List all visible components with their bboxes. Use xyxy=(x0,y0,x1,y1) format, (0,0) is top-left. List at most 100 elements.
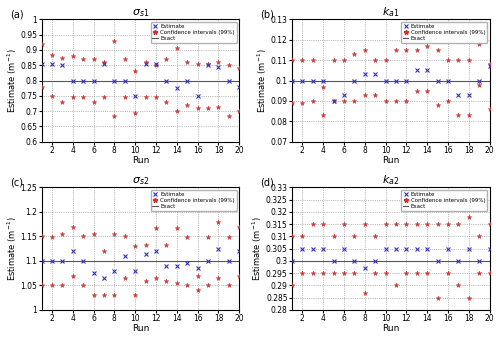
Estimate xyxy=(341,93,347,97)
Confidence intervals (99%) xyxy=(330,58,336,62)
Estimate xyxy=(60,63,66,67)
Exact xyxy=(28,259,34,263)
Confidence intervals (99%) xyxy=(132,69,138,74)
Line: Confidence intervals (99%): Confidence intervals (99%) xyxy=(39,38,241,74)
Confidence intervals (99%) xyxy=(236,225,242,229)
Line: Confidence intervals (99%): Confidence intervals (99%) xyxy=(290,41,492,89)
Estimate xyxy=(194,266,200,270)
Confidence intervals (99%) xyxy=(112,39,117,43)
Confidence intervals (99%) xyxy=(153,63,159,67)
Confidence intervals (99%) xyxy=(393,48,399,52)
Estimate xyxy=(142,62,148,66)
Confidence intervals (99%) xyxy=(456,222,462,226)
Estimate xyxy=(300,247,306,251)
Title: $\sigma_{s1}$: $\sigma_{s1}$ xyxy=(132,7,149,19)
Confidence intervals (99%) xyxy=(174,46,180,51)
Confidence intervals (99%) xyxy=(424,44,430,48)
Estimate xyxy=(205,259,211,263)
Confidence intervals (99%) xyxy=(300,234,306,238)
Estimate xyxy=(216,65,222,69)
Estimate xyxy=(153,62,159,66)
Estimate xyxy=(320,79,326,83)
Confidence intervals (99%) xyxy=(414,222,420,226)
Text: (d): (d) xyxy=(260,178,274,187)
Estimate xyxy=(101,62,107,66)
Title: $k_{a2}$: $k_{a2}$ xyxy=(382,174,400,187)
Estimate xyxy=(122,254,128,258)
Estimate xyxy=(80,79,86,83)
Confidence intervals (99%) xyxy=(142,60,148,64)
Estimate xyxy=(456,259,462,263)
Confidence intervals (99%) xyxy=(205,62,211,66)
Confidence intervals (99%) xyxy=(101,60,107,64)
Text: (c): (c) xyxy=(10,178,23,187)
Confidence intervals (99%) xyxy=(101,249,107,253)
Legend: Estimate, Confidence intervals (99%), Exact: Estimate, Confidence intervals (99%), Ex… xyxy=(151,22,236,43)
Estimate xyxy=(414,247,420,251)
Estimate xyxy=(320,247,326,251)
Estimate xyxy=(393,247,399,251)
X-axis label: Run: Run xyxy=(132,324,149,334)
Confidence intervals (99%) xyxy=(404,222,409,226)
Estimate xyxy=(216,247,222,251)
Estimate xyxy=(112,79,117,83)
Confidence intervals (99%) xyxy=(372,58,378,62)
Confidence intervals (99%) xyxy=(142,243,148,247)
Confidence intervals (99%) xyxy=(60,232,66,236)
Estimate xyxy=(476,79,482,83)
Line: Estimate: Estimate xyxy=(290,246,492,271)
Confidence intervals (99%) xyxy=(122,234,128,238)
Confidence intervals (99%) xyxy=(70,225,75,229)
Confidence intervals (99%) xyxy=(434,48,440,52)
Confidence intervals (99%) xyxy=(414,48,420,52)
Confidence intervals (99%) xyxy=(445,58,451,62)
Text: (a): (a) xyxy=(10,9,24,19)
X-axis label: Run: Run xyxy=(382,324,400,334)
Estimate xyxy=(101,276,107,280)
Confidence intervals (99%) xyxy=(320,222,326,226)
Estimate xyxy=(112,269,117,273)
Estimate xyxy=(70,249,75,253)
Confidence intervals (99%) xyxy=(289,234,295,238)
Estimate xyxy=(434,79,440,83)
Y-axis label: Estimate (m$^{-1}$): Estimate (m$^{-1}$) xyxy=(251,216,264,281)
Estimate xyxy=(164,264,170,268)
Line: Estimate: Estimate xyxy=(39,62,241,98)
Estimate xyxy=(382,79,388,83)
Line: Estimate: Estimate xyxy=(290,64,492,103)
Estimate xyxy=(330,259,336,263)
Confidence intervals (99%) xyxy=(330,234,336,238)
Confidence intervals (99%) xyxy=(153,225,159,230)
Estimate xyxy=(236,85,242,89)
Estimate xyxy=(226,259,232,263)
Confidence intervals (99%) xyxy=(434,222,440,226)
Title: $k_{a1}$: $k_{a1}$ xyxy=(382,5,400,19)
Estimate xyxy=(226,79,232,83)
Estimate xyxy=(153,249,159,253)
Estimate xyxy=(352,79,358,83)
Confidence intervals (99%) xyxy=(226,235,232,239)
Estimate xyxy=(60,259,66,263)
Confidence intervals (99%) xyxy=(289,58,295,62)
Confidence intervals (99%) xyxy=(164,57,170,61)
Line: Confidence intervals (99%): Confidence intervals (99%) xyxy=(290,214,492,239)
Estimate xyxy=(194,94,200,98)
Exact xyxy=(38,79,44,83)
Estimate xyxy=(330,99,336,103)
Exact xyxy=(278,259,284,263)
Estimate xyxy=(434,259,440,263)
Estimate xyxy=(38,62,44,66)
Estimate xyxy=(393,79,399,83)
Estimate xyxy=(404,79,409,83)
Confidence intervals (99%) xyxy=(341,222,347,226)
Estimate xyxy=(372,259,378,263)
Text: (b): (b) xyxy=(260,9,274,19)
Estimate xyxy=(352,259,358,263)
Confidence intervals (99%) xyxy=(362,222,368,226)
Legend: Estimate, Confidence intervals (99%), Exact: Estimate, Confidence intervals (99%), Ex… xyxy=(401,22,487,43)
Estimate xyxy=(90,271,96,275)
Estimate xyxy=(362,73,368,77)
Confidence intervals (99%) xyxy=(80,234,86,238)
Confidence intervals (99%) xyxy=(122,57,128,61)
Confidence intervals (99%) xyxy=(49,53,55,57)
